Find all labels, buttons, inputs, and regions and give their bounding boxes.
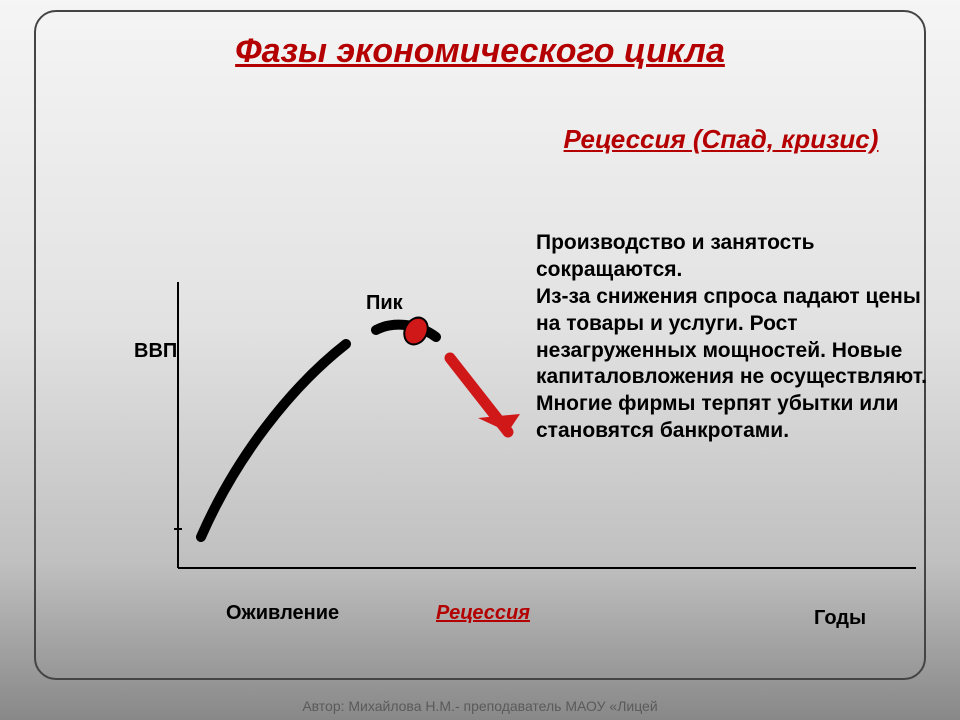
curve-revival [201, 344, 346, 537]
slide: Фазы экономического цикла Рецессия (Спад… [0, 0, 960, 720]
subtitle: Рецессия (Спад, кризис) [536, 124, 906, 155]
main-title: Фазы экономического цикла [36, 32, 924, 71]
card-frame: Фазы экономического цикла Рецессия (Спад… [34, 10, 926, 680]
footer-credit: Автор: Михайлова Н.М.- преподаватель МАО… [0, 698, 960, 714]
peak-marker [400, 313, 433, 348]
chart-svg [156, 312, 946, 612]
